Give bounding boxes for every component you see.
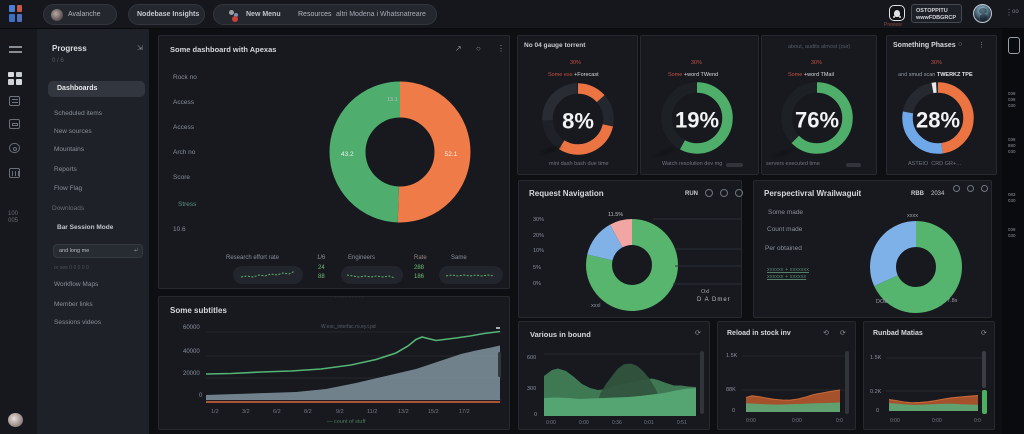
svg-text:52.1: 52.1 bbox=[445, 151, 458, 158]
svg-text:19%: 19% bbox=[675, 108, 719, 133]
svg-text:13.1: 13.1 bbox=[387, 97, 398, 103]
svg-text:76%: 76% bbox=[795, 108, 839, 133]
svg-text:28%: 28% bbox=[916, 108, 960, 133]
svg-text:43.2: 43.2 bbox=[341, 151, 354, 158]
svg-text:8%: 8% bbox=[562, 109, 594, 134]
